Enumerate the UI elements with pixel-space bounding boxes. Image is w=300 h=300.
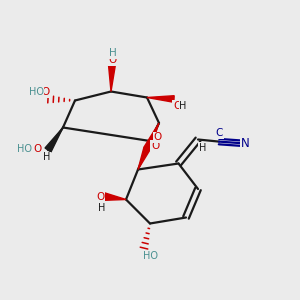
Text: O: O [151,141,160,151]
Text: H: H [179,100,187,111]
Text: O: O [34,144,42,154]
Polygon shape [138,147,150,170]
Text: C: C [215,128,223,138]
Text: N: N [241,136,250,150]
Polygon shape [109,66,115,92]
Polygon shape [45,128,63,152]
Text: H: H [43,152,50,163]
Text: O: O [108,55,117,65]
Text: H: H [199,143,206,153]
Text: HO: HO [28,87,44,98]
Polygon shape [147,96,174,102]
Text: HO: HO [16,144,32,154]
Text: O: O [96,191,104,202]
Polygon shape [144,123,159,150]
Text: H: H [98,203,105,213]
Polygon shape [103,193,126,200]
Text: O: O [173,100,181,111]
Text: HO: HO [142,251,158,261]
Text: O: O [41,87,49,98]
Text: H: H [109,48,116,58]
Text: O: O [153,132,162,142]
